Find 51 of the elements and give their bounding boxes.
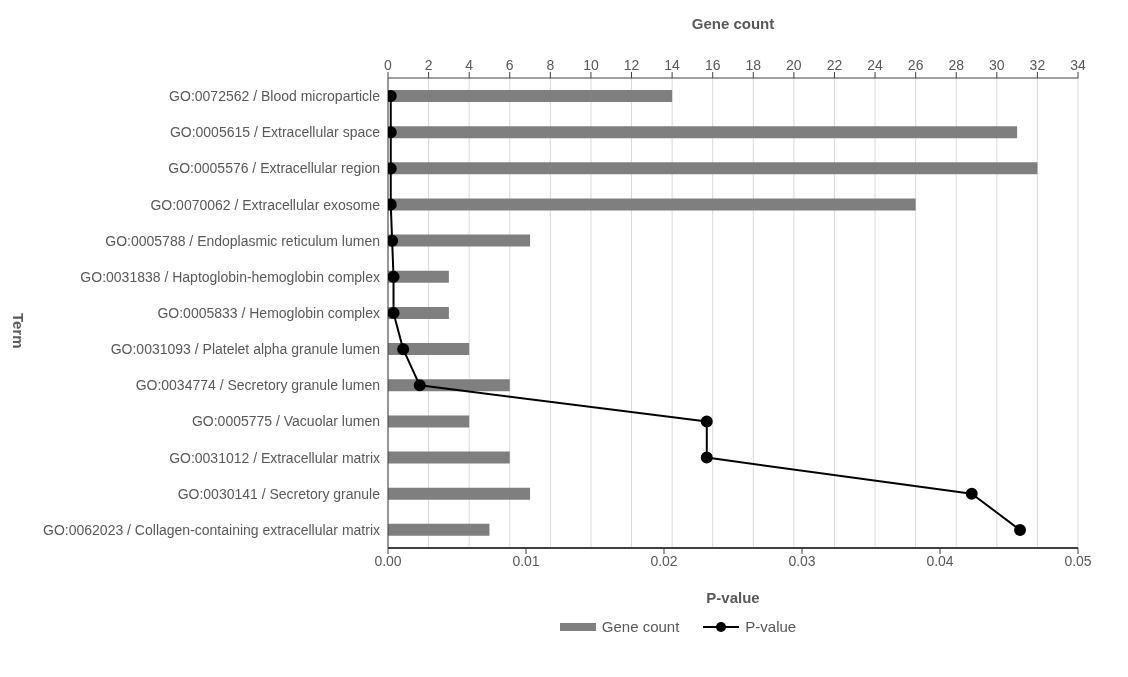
- y-tick-label: GO:0070062 / Extracellular exosome: [150, 196, 381, 213]
- x2-axis-title: Gene count: [691, 14, 775, 32]
- y-tick-label: GO:0005615 / Extracellular space: [169, 124, 381, 141]
- point: [388, 234, 399, 247]
- point: [413, 379, 426, 392]
- y-axis-title: Term: [9, 313, 27, 349]
- x2-tick-label: 22: [826, 57, 843, 73]
- y-tick-label: GO:0031012 / Extracellular matrix: [169, 449, 380, 466]
- y-tick-label: GO:0005833 / Hemoglobin complex: [157, 304, 380, 321]
- y-tick-label: GO:0005576 / Extracellular region: [168, 160, 380, 177]
- point: [1014, 523, 1027, 536]
- x2-tick-label: 30: [989, 57, 1005, 73]
- x2-tick-label: 18: [745, 57, 762, 73]
- x2-tick-label: 6: [505, 57, 514, 73]
- y-tick-label: GO:0034774 / Secretory granule lumen: [135, 377, 380, 394]
- point: [700, 451, 713, 464]
- x2-tick-label: 26: [907, 57, 924, 73]
- x2-tick-label: 16: [704, 57, 721, 73]
- y-tick-label: GO:0072562 / Blood microparticle: [169, 88, 381, 105]
- x2-tick-label: 10: [583, 57, 599, 73]
- y-tick-label: GO:0005788 / Endoplasmic reticulum lumen: [105, 232, 380, 249]
- x2-tick-label: 32: [1029, 57, 1046, 73]
- x-tick-label: 0.01: [512, 552, 540, 569]
- point: [397, 343, 410, 356]
- x-tick-label: 0.02: [650, 552, 678, 569]
- x2-tick-label: 24: [867, 57, 884, 73]
- x2-tick-label: 28: [948, 57, 965, 73]
- x-tick-label: 0.05: [1064, 552, 1092, 569]
- x2-tick-label: 4: [465, 57, 474, 73]
- x2-tick-label: 14: [664, 57, 681, 73]
- x-axis-title: P-value: [706, 589, 760, 606]
- x-tick-label: 0.03: [788, 552, 816, 569]
- x-tick-label: 0.00: [374, 552, 402, 569]
- x-tick-label: 0.04: [926, 552, 954, 569]
- y-tick-label: GO:0031093 / Platelet alpha granule lumen: [110, 341, 380, 358]
- y-tick-label: GO:0005775 / Vacuolar lumen: [191, 413, 380, 430]
- x2-tick-label: 2: [424, 57, 433, 73]
- y-tick-label: GO:0031838 / Haptoglobin-hemoglobin complex: [80, 268, 380, 285]
- point: [965, 487, 978, 500]
- y-tick-label: GO:0030141 / Secretory granule: [177, 485, 381, 502]
- point: [700, 415, 713, 428]
- x2-tick-label: 8: [546, 57, 555, 73]
- legend-label: P-value: [745, 618, 797, 635]
- point: [388, 307, 400, 319]
- y-tick-label: GO:0062023 / Collagen-containing extracellular matrix: [43, 521, 380, 538]
- x2-tick-label: 0: [384, 57, 393, 73]
- x2-tick-label: 12: [623, 57, 640, 73]
- point: [388, 270, 400, 283]
- legend-label: Gene count: [601, 618, 680, 635]
- x2-tick-label: 20: [786, 57, 802, 73]
- x2-tick-label: 34: [1070, 57, 1086, 73]
